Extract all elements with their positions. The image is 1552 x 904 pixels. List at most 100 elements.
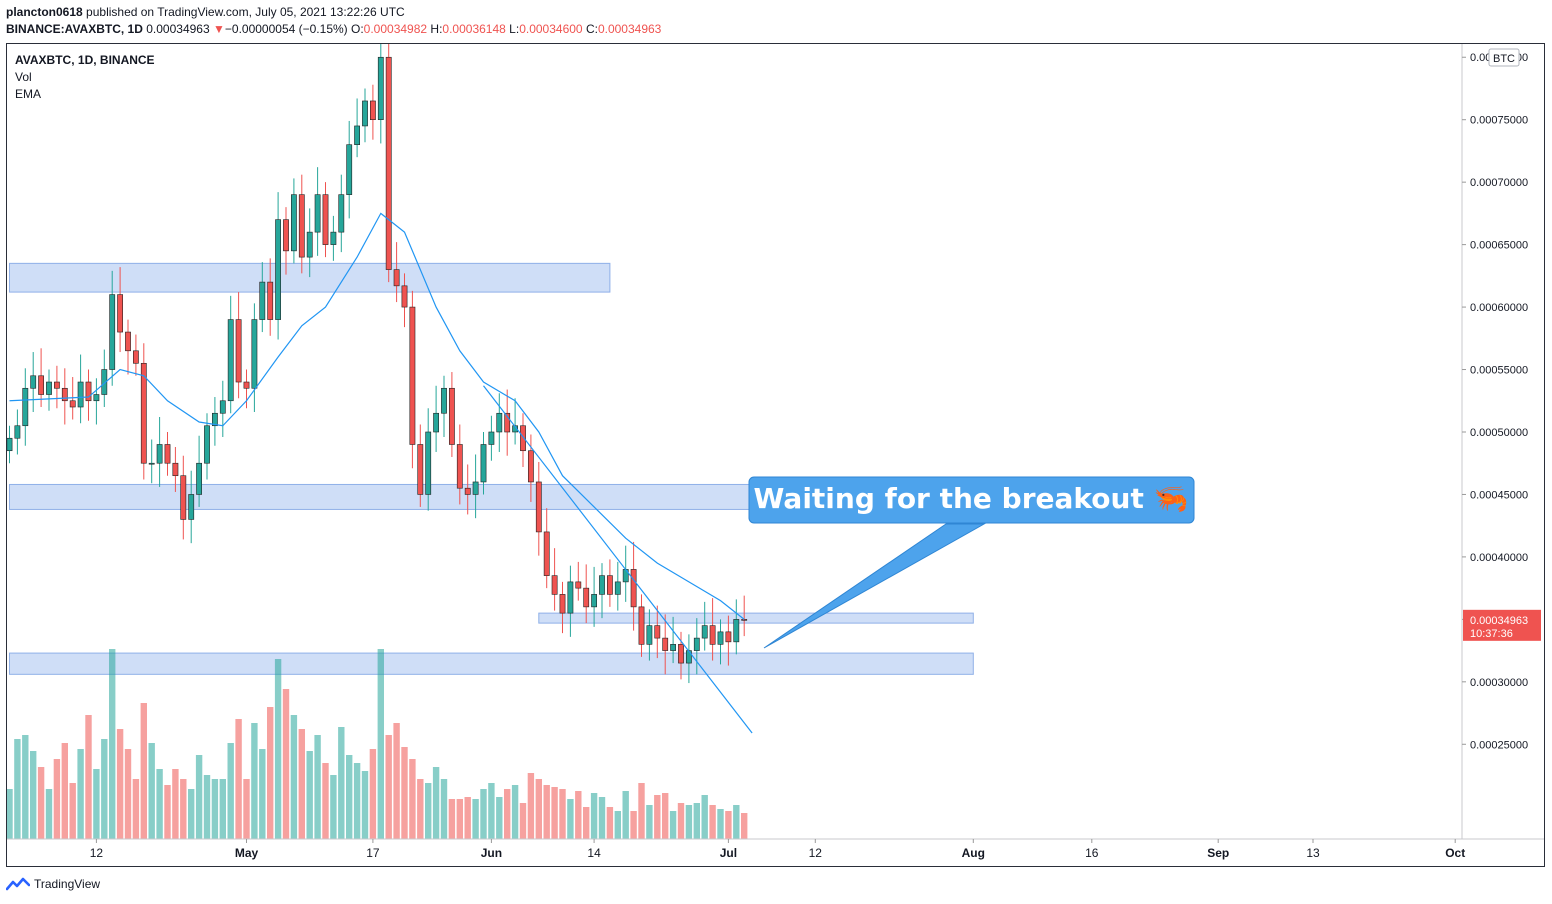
plot-area: Waiting for the breakout 🦐 bbox=[6, 43, 1195, 839]
volume-bar bbox=[662, 793, 669, 839]
volume-bar bbox=[346, 755, 353, 839]
candle-body bbox=[22, 387, 29, 427]
volume-bar bbox=[195, 755, 203, 839]
volume-bar bbox=[259, 749, 266, 839]
volume-bar bbox=[124, 749, 132, 839]
time-tick-label: 16 bbox=[1085, 846, 1099, 860]
candle-body bbox=[385, 56, 392, 270]
candle-body bbox=[235, 319, 242, 383]
candle-body bbox=[662, 637, 669, 651]
candle-body bbox=[543, 531, 550, 576]
volume-bar bbox=[330, 775, 337, 839]
volume-bar bbox=[693, 803, 700, 839]
footer-brand[interactable]: TradingView bbox=[6, 877, 100, 891]
candle-body bbox=[693, 637, 700, 651]
price-tick-label: 0.00060000 bbox=[1470, 302, 1528, 314]
candle-body bbox=[251, 319, 258, 389]
volume-bar bbox=[290, 715, 298, 839]
candle-body bbox=[61, 387, 68, 402]
candle-body bbox=[275, 219, 281, 320]
legend-ema[interactable]: EMA bbox=[15, 87, 42, 101]
volume-bar bbox=[425, 783, 432, 839]
volume-bar bbox=[172, 769, 179, 839]
volume-bar bbox=[227, 743, 234, 839]
volume-bar bbox=[267, 707, 274, 839]
candle-body bbox=[559, 594, 566, 614]
volume-bar bbox=[219, 779, 226, 839]
volume-bar bbox=[53, 759, 61, 839]
price-chart[interactable]: Waiting for the breakout 🦐0.000800000.00… bbox=[6, 43, 1545, 867]
candle-body bbox=[551, 575, 558, 595]
volume-bar bbox=[164, 785, 171, 839]
volume-bar bbox=[156, 769, 163, 839]
candle-body bbox=[204, 425, 210, 464]
support-zone bbox=[9, 652, 974, 675]
legend-title[interactable]: AVAXBTC, 1D, BINANCE bbox=[15, 53, 155, 67]
candle-body bbox=[133, 350, 139, 364]
volume-bar bbox=[353, 763, 361, 839]
candle-body bbox=[441, 387, 447, 414]
currency-badge bbox=[1488, 48, 1520, 67]
time-tick-label: 14 bbox=[587, 846, 601, 860]
currency-badge-label: BTC bbox=[1493, 53, 1515, 65]
volume-bar bbox=[741, 813, 748, 839]
volume-bar bbox=[583, 807, 590, 839]
price-tick-label: 0.00040000 bbox=[1470, 552, 1528, 564]
callout-box bbox=[748, 476, 1195, 524]
volume-bar bbox=[369, 749, 377, 839]
publisher-name[interactable]: plancton0618 bbox=[6, 5, 83, 19]
price-tick-label: 0.00055000 bbox=[1470, 365, 1528, 377]
symbol-full: BINANCE:AVAXBTC, 1D bbox=[6, 22, 143, 36]
candle-body bbox=[101, 369, 108, 395]
volume-bar bbox=[646, 805, 653, 839]
volume-bar bbox=[14, 739, 21, 839]
high-label: H: bbox=[430, 22, 443, 36]
volume-bar bbox=[685, 805, 693, 839]
candle-body bbox=[575, 581, 582, 589]
time-tick-label: Oct bbox=[1445, 846, 1465, 860]
volume-bar bbox=[61, 743, 68, 839]
candle-body bbox=[156, 444, 163, 464]
volume-bar bbox=[472, 799, 479, 839]
time-tick-label: 17 bbox=[366, 846, 380, 860]
volume-bar bbox=[109, 649, 116, 839]
candle-body bbox=[267, 281, 274, 320]
price-tick-label: 0.00070000 bbox=[1470, 177, 1528, 189]
downtrend-line bbox=[483, 385, 753, 734]
candle-body bbox=[433, 412, 439, 433]
volume-bar bbox=[6, 789, 13, 839]
candle-body bbox=[567, 581, 574, 614]
last-price-tag bbox=[1463, 609, 1541, 641]
volume-bar bbox=[638, 783, 645, 839]
volume-bar bbox=[480, 789, 487, 839]
price-change: −0.00000054 (−0.15%) bbox=[224, 22, 348, 36]
volume-bar bbox=[211, 779, 219, 839]
candle-body bbox=[362, 100, 368, 127]
volume-bar bbox=[77, 749, 84, 839]
price-tick-label: 0.00075000 bbox=[1470, 115, 1528, 127]
candle-body bbox=[346, 144, 353, 195]
legend-volume[interactable]: Vol bbox=[15, 70, 32, 84]
candle-body bbox=[93, 394, 100, 402]
volume-bar bbox=[733, 805, 740, 839]
volume-bar bbox=[575, 791, 582, 839]
volume-bar bbox=[180, 779, 187, 839]
change-down-icon: ▼ bbox=[213, 22, 225, 36]
chart-frame bbox=[6, 43, 1545, 867]
volume-bar bbox=[448, 799, 456, 839]
volume-bar bbox=[630, 811, 637, 839]
candle-body bbox=[180, 475, 187, 520]
volume-bar bbox=[464, 797, 471, 839]
volume-bar bbox=[559, 789, 566, 839]
volume-bar bbox=[314, 735, 321, 839]
open-label: O: bbox=[351, 22, 364, 36]
candle-body bbox=[520, 425, 526, 452]
volume-bar bbox=[654, 795, 661, 839]
candle-body bbox=[172, 462, 179, 477]
volume-bar bbox=[132, 779, 140, 839]
candle-body bbox=[527, 450, 534, 483]
candle-body bbox=[259, 281, 266, 320]
volume-bar bbox=[274, 659, 282, 839]
volume-bar bbox=[298, 729, 305, 839]
candle-body bbox=[678, 644, 684, 664]
